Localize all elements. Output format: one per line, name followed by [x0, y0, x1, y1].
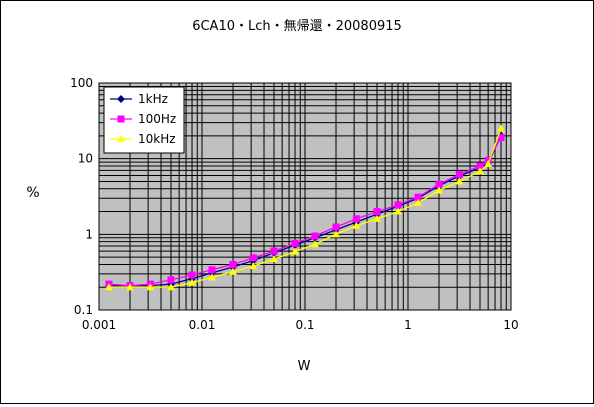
data-point-100hz [476, 162, 484, 170]
data-point-10khz [435, 186, 444, 194]
y-tick-label: 10 [78, 152, 93, 166]
data-point-10khz [291, 247, 300, 255]
data-point-10khz [207, 273, 216, 281]
data-point-100hz [497, 134, 505, 142]
x-tick-label: 0.1 [295, 318, 314, 332]
data-point-100hz [270, 247, 278, 255]
plot-border [98, 82, 512, 311]
series-group [104, 124, 506, 291]
y-axis-label: % [26, 185, 39, 201]
data-point-100hz [414, 193, 422, 201]
data-point-10khz [229, 267, 238, 275]
data-point-10khz [497, 124, 506, 132]
data-point-10khz [104, 283, 113, 291]
x-tick-label: 1 [404, 318, 412, 332]
legend-marker-100hz [117, 115, 125, 123]
data-point-10khz [484, 160, 493, 168]
x-tick-label: 0.01 [189, 318, 216, 332]
data-point-100hz [188, 271, 196, 279]
legend-label-10khz: 10kHz [138, 132, 176, 146]
data-point-10khz [249, 262, 258, 270]
data-point-100hz [208, 266, 216, 274]
legend: 1kHz 100Hz 10kHz [103, 86, 185, 154]
data-point-100hz [435, 180, 443, 188]
data-point-100hz [249, 254, 257, 262]
data-point-10khz [475, 167, 484, 175]
y-tick-label: 1 [85, 227, 93, 241]
data-point-10khz [146, 283, 155, 291]
y-tick-label: 100 [70, 76, 93, 90]
data-point-10khz [269, 255, 278, 263]
data-point-10khz [188, 278, 197, 286]
data-point-100hz [394, 201, 402, 209]
legend-label-1khz: 1kHz [138, 92, 168, 106]
data-point-10khz [166, 283, 175, 291]
legend-marker-10khz [117, 135, 125, 142]
data-point-10khz [413, 198, 422, 206]
data-point-100hz [311, 232, 319, 240]
y-tick-labels: 0.1 1 10 100 [70, 76, 93, 317]
x-tick-labels: 0.001 0.01 0.1 1 10 [82, 318, 519, 332]
data-point-10khz [372, 214, 381, 222]
data-point-10khz [332, 230, 341, 238]
legend-marker-1khz [117, 95, 125, 103]
x-axis-label: W [298, 359, 311, 374]
chart-title: 6CA10・Lch・無帰還・20080915 [192, 18, 402, 34]
data-point-100hz [373, 208, 381, 216]
data-point-100hz [332, 223, 340, 231]
data-point-100hz [229, 260, 237, 268]
y-tick-label: 0.1 [74, 303, 93, 317]
data-point-10khz [394, 207, 403, 215]
data-point-100hz [291, 239, 299, 247]
series-10khz [104, 124, 506, 291]
data-point-10khz [455, 177, 464, 185]
data-point-100hz [352, 215, 360, 223]
x-tick-label: 10 [503, 318, 518, 332]
x-tick-label: 0.001 [82, 318, 116, 332]
data-point-100hz [167, 276, 175, 284]
legend-label-100hz: 100Hz [138, 112, 176, 126]
data-point-10khz [310, 240, 319, 248]
data-point-10khz [126, 283, 135, 291]
data-point-10khz [352, 221, 361, 229]
data-point-100hz [455, 170, 463, 178]
